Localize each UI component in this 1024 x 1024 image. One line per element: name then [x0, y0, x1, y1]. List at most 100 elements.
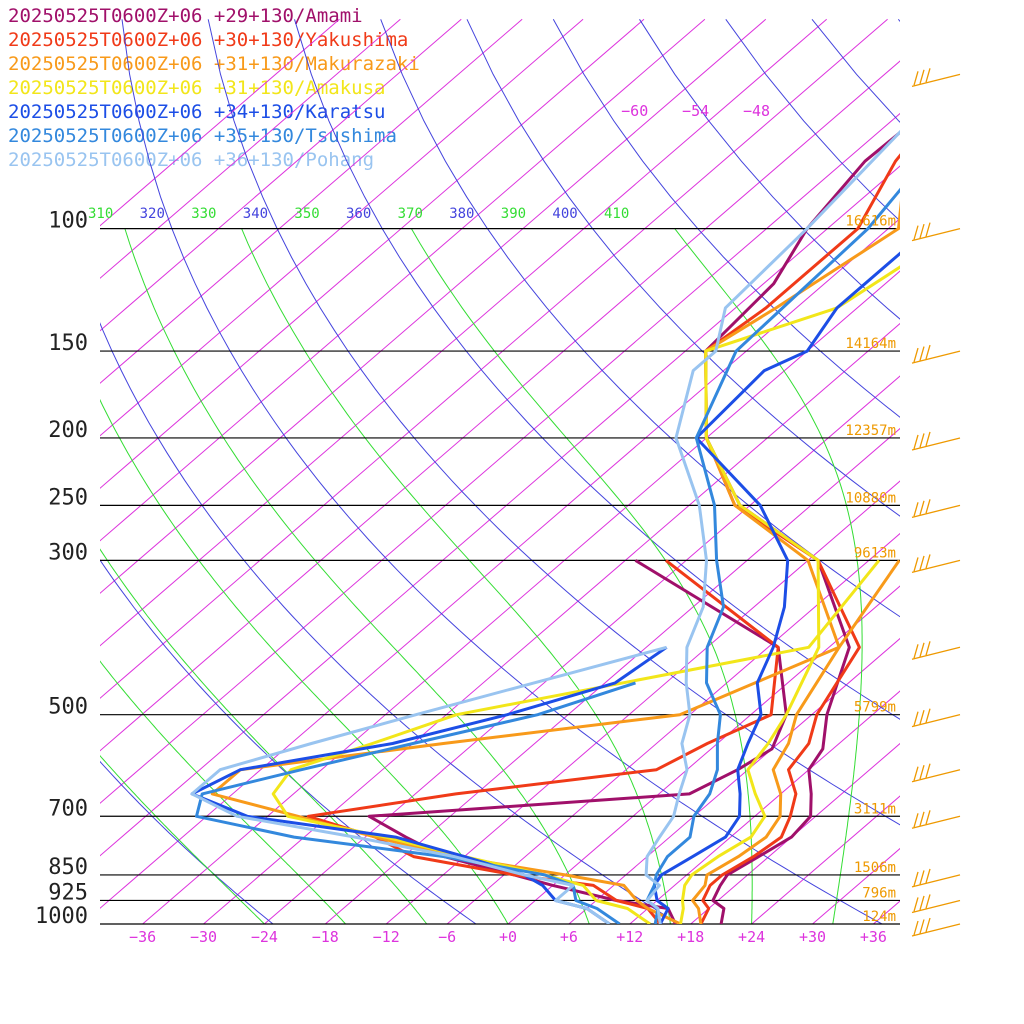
- isotherm-line: [100, 217, 900, 909]
- isotherm-line: [100, 112, 900, 804]
- x-tick-label: −12: [373, 928, 400, 946]
- theta-label: 400: [552, 206, 577, 222]
- x-tick-label: +18: [677, 928, 704, 946]
- height-label: 5799m: [854, 700, 896, 716]
- wind-barbs: [911, 68, 961, 937]
- wind-barb: [911, 763, 961, 783]
- dry-adiabat-line: [811, 18, 900, 123]
- isotherm-lines: [100, 18, 1024, 924]
- isotherm-line: [812, 847, 900, 924]
- x-tick-label: −18: [312, 928, 339, 946]
- x-tick-label: +0: [499, 928, 517, 946]
- dry-adiabat-line: [100, 559, 477, 924]
- height-label: 12357m: [845, 423, 896, 439]
- isotherm-line: [100, 18, 706, 542]
- pressure-label: 100: [48, 209, 88, 234]
- moist-adiabat-line: [100, 754, 265, 924]
- wind-barb: [911, 222, 961, 242]
- isotherm-line: [568, 637, 900, 924]
- temperature-line-5: [645, 187, 900, 924]
- dewpoint-line-5: [195, 681, 636, 924]
- theta-label: 350: [294, 206, 319, 222]
- isotherm-line: [446, 532, 900, 924]
- theta-label: 330: [191, 206, 216, 222]
- moist-adiabat-line: [124, 228, 590, 924]
- dry-adiabat-line: [121, 19, 883, 924]
- x-tick-label: −6: [438, 928, 456, 946]
- x-tick-label: +24: [738, 928, 765, 946]
- temperature-line-1: [699, 153, 900, 924]
- isotherm-line: [100, 18, 827, 647]
- isotherm-line: [142, 270, 900, 924]
- isotherm-line: [385, 480, 900, 924]
- theta-label: 320: [140, 206, 165, 222]
- height-label: 16616m: [845, 214, 896, 230]
- isobar-lines: [100, 228, 900, 925]
- theta-label: 380: [449, 206, 474, 222]
- x-tick-label: +12: [616, 928, 643, 946]
- legend-entry-amakusa: 20250525T0600Z+06 +31+130/Amakusa: [8, 77, 386, 99]
- pressure-label: 500: [48, 695, 88, 720]
- dry-adiabat-line: [100, 760, 274, 924]
- sounding-profiles: [190, 129, 900, 924]
- wind-barb: [911, 917, 961, 937]
- axis-labels: 100 16616m 150 14164m 200 12357m 250 10880m 300 9…: [35, 102, 896, 946]
- wind-barb: [911, 344, 961, 364]
- wind-barb: [911, 554, 961, 574]
- isotherm-line: [934, 19, 1024, 924]
- dewpoint-line-0: [367, 559, 788, 924]
- isotherm-line: [100, 60, 900, 752]
- wind-barb: [911, 431, 961, 451]
- moist-adiabat-line: [674, 228, 863, 924]
- isotherm-line: [690, 742, 900, 924]
- pressure-label: 200: [48, 418, 88, 443]
- isotherm-line: [100, 18, 584, 437]
- height-label: 124m: [862, 909, 896, 925]
- isotherm-line: [203, 322, 900, 924]
- x-tick-label: +36: [860, 928, 887, 946]
- isotherm-line: [751, 795, 900, 924]
- theta-label: 310: [88, 206, 113, 222]
- isotherm-line: [100, 18, 523, 384]
- temperature-line-2: [691, 200, 900, 924]
- pressure-label: 150: [48, 331, 88, 356]
- pressure-label: 300: [48, 540, 88, 565]
- x-tick-label: +6: [560, 928, 578, 946]
- x-tick-label: −36: [129, 928, 156, 946]
- dry-adiabat-line: [207, 19, 900, 826]
- isotherm-line: [507, 585, 900, 924]
- isotherm-label: −48: [743, 102, 770, 120]
- dry-adiabat-line: [294, 19, 900, 720]
- wind-barb: [911, 810, 961, 829]
- height-label: 14164m: [845, 336, 896, 352]
- legend-entry-pohang: 20250525T0600Z+06 +36+130/Pohang: [8, 149, 375, 171]
- dry-adiabat-line: [380, 19, 900, 618]
- theta-label: 370: [398, 206, 423, 222]
- height-label: 9613m: [854, 545, 896, 561]
- temperature-line-0: [704, 130, 900, 924]
- wind-barb: [911, 641, 961, 660]
- isotherm-line: [324, 427, 900, 924]
- theta-label: 410: [604, 206, 629, 222]
- isotherm-line: [100, 18, 462, 332]
- pressure-label: 250: [48, 485, 88, 510]
- isotherm-line: [629, 690, 900, 924]
- x-tick-label: −24: [251, 928, 278, 946]
- legend-entry-makurazaki: 20250525T0600Z+06 +31+130/Makurazaki: [8, 53, 420, 75]
- wind-barb: [911, 868, 961, 888]
- theta-label: 340: [243, 206, 268, 222]
- pressure-label: 850: [48, 855, 88, 880]
- wind-barb: [911, 68, 961, 87]
- height-label: 10880m: [845, 490, 896, 506]
- dewpoint-line-3: [271, 559, 881, 924]
- legend-entry-yakushima: 20250525T0600Z+06 +30+130/Yakushima: [8, 29, 409, 51]
- dewpoint-line-4: [190, 646, 668, 924]
- isotherm-line: [100, 18, 767, 594]
- temperature-line-3: [679, 265, 900, 924]
- wind-barb: [911, 499, 961, 518]
- wind-barb: [911, 708, 961, 728]
- dry-adiabat-line: [466, 19, 900, 517]
- temperature-line-6: [644, 129, 900, 924]
- isotherm-line: [100, 18, 340, 227]
- wind-barb: [911, 894, 961, 914]
